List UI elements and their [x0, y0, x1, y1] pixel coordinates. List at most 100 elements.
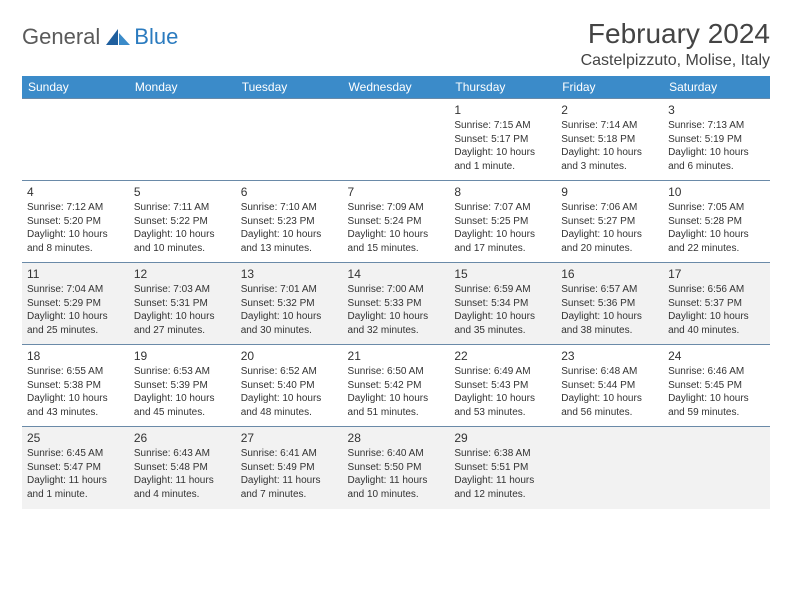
sunrise-line: Sunrise: 6:45 AM	[27, 447, 124, 461]
calendar-day-cell: 2Sunrise: 7:14 AMSunset: 5:18 PMDaylight…	[556, 99, 663, 181]
day-number: 7	[348, 184, 445, 200]
sunset-line: Sunset: 5:22 PM	[134, 215, 231, 229]
calendar-day-cell	[663, 427, 770, 509]
day-number: 20	[241, 348, 338, 364]
calendar-week-row: 11Sunrise: 7:04 AMSunset: 5:29 PMDayligh…	[22, 263, 770, 345]
day-number: 10	[668, 184, 765, 200]
sunset-line: Sunset: 5:37 PM	[668, 297, 765, 311]
sunrise-line: Sunrise: 6:40 AM	[348, 447, 445, 461]
sunset-line: Sunset: 5:36 PM	[561, 297, 658, 311]
sunrise-line: Sunrise: 7:09 AM	[348, 201, 445, 215]
day-number: 13	[241, 266, 338, 282]
calendar-day-cell: 11Sunrise: 7:04 AMSunset: 5:29 PMDayligh…	[22, 263, 129, 345]
sunrise-line: Sunrise: 6:49 AM	[454, 365, 551, 379]
calendar-day-cell: 21Sunrise: 6:50 AMSunset: 5:42 PMDayligh…	[343, 345, 450, 427]
calendar-day-cell: 12Sunrise: 7:03 AMSunset: 5:31 PMDayligh…	[129, 263, 236, 345]
calendar-day-cell: 14Sunrise: 7:00 AMSunset: 5:33 PMDayligh…	[343, 263, 450, 345]
calendar-day-cell: 13Sunrise: 7:01 AMSunset: 5:32 PMDayligh…	[236, 263, 343, 345]
day-number: 18	[27, 348, 124, 364]
sunset-line: Sunset: 5:18 PM	[561, 133, 658, 147]
sunset-line: Sunset: 5:40 PM	[241, 379, 338, 393]
sunrise-line: Sunrise: 7:04 AM	[27, 283, 124, 297]
sunset-line: Sunset: 5:43 PM	[454, 379, 551, 393]
sunrise-line: Sunrise: 6:56 AM	[668, 283, 765, 297]
weekday-header-row: Sunday Monday Tuesday Wednesday Thursday…	[22, 76, 770, 99]
day-number: 24	[668, 348, 765, 364]
weekday-header: Saturday	[663, 76, 770, 99]
sunset-line: Sunset: 5:24 PM	[348, 215, 445, 229]
sunset-line: Sunset: 5:19 PM	[668, 133, 765, 147]
daylight-line: Daylight: 10 hours and 35 minutes.	[454, 310, 551, 337]
calendar-day-cell: 18Sunrise: 6:55 AMSunset: 5:38 PMDayligh…	[22, 345, 129, 427]
daylight-line: Daylight: 10 hours and 43 minutes.	[27, 392, 124, 419]
day-number: 29	[454, 430, 551, 446]
sunset-line: Sunset: 5:25 PM	[454, 215, 551, 229]
daylight-line: Daylight: 10 hours and 3 minutes.	[561, 146, 658, 173]
day-number: 26	[134, 430, 231, 446]
sunset-line: Sunset: 5:31 PM	[134, 297, 231, 311]
calendar-day-cell: 1Sunrise: 7:15 AMSunset: 5:17 PMDaylight…	[449, 99, 556, 181]
sunset-line: Sunset: 5:34 PM	[454, 297, 551, 311]
sunset-line: Sunset: 5:29 PM	[27, 297, 124, 311]
calendar-day-cell: 16Sunrise: 6:57 AMSunset: 5:36 PMDayligh…	[556, 263, 663, 345]
day-number: 8	[454, 184, 551, 200]
sunset-line: Sunset: 5:47 PM	[27, 461, 124, 475]
sunrise-line: Sunrise: 6:55 AM	[27, 365, 124, 379]
day-number: 22	[454, 348, 551, 364]
daylight-line: Daylight: 10 hours and 30 minutes.	[241, 310, 338, 337]
daylight-line: Daylight: 10 hours and 6 minutes.	[668, 146, 765, 173]
sunset-line: Sunset: 5:49 PM	[241, 461, 338, 475]
daylight-line: Daylight: 10 hours and 40 minutes.	[668, 310, 765, 337]
sunrise-line: Sunrise: 7:06 AM	[561, 201, 658, 215]
calendar-day-cell: 25Sunrise: 6:45 AMSunset: 5:47 PMDayligh…	[22, 427, 129, 509]
calendar-week-row: 25Sunrise: 6:45 AMSunset: 5:47 PMDayligh…	[22, 427, 770, 509]
calendar-week-row: 4Sunrise: 7:12 AMSunset: 5:20 PMDaylight…	[22, 181, 770, 263]
sunset-line: Sunset: 5:39 PM	[134, 379, 231, 393]
calendar-day-cell: 6Sunrise: 7:10 AMSunset: 5:23 PMDaylight…	[236, 181, 343, 263]
day-number: 12	[134, 266, 231, 282]
sunset-line: Sunset: 5:38 PM	[27, 379, 124, 393]
sunset-line: Sunset: 5:44 PM	[561, 379, 658, 393]
day-number: 28	[348, 430, 445, 446]
sunrise-line: Sunrise: 7:15 AM	[454, 119, 551, 133]
daylight-line: Daylight: 10 hours and 10 minutes.	[134, 228, 231, 255]
sunset-line: Sunset: 5:42 PM	[348, 379, 445, 393]
sunset-line: Sunset: 5:28 PM	[668, 215, 765, 229]
calendar-day-cell: 24Sunrise: 6:46 AMSunset: 5:45 PMDayligh…	[663, 345, 770, 427]
day-number: 23	[561, 348, 658, 364]
weekday-header: Thursday	[449, 76, 556, 99]
calendar-day-cell: 26Sunrise: 6:43 AMSunset: 5:48 PMDayligh…	[129, 427, 236, 509]
weekday-header: Friday	[556, 76, 663, 99]
sunrise-line: Sunrise: 6:38 AM	[454, 447, 551, 461]
day-number: 21	[348, 348, 445, 364]
location: Castelpizzuto, Molise, Italy	[581, 52, 770, 70]
sunrise-line: Sunrise: 7:12 AM	[27, 201, 124, 215]
calendar-day-cell: 5Sunrise: 7:11 AMSunset: 5:22 PMDaylight…	[129, 181, 236, 263]
daylight-line: Daylight: 11 hours and 7 minutes.	[241, 474, 338, 501]
sunset-line: Sunset: 5:45 PM	[668, 379, 765, 393]
logo-text-blue: Blue	[134, 24, 178, 50]
day-number: 19	[134, 348, 231, 364]
sunset-line: Sunset: 5:20 PM	[27, 215, 124, 229]
sunset-line: Sunset: 5:48 PM	[134, 461, 231, 475]
daylight-line: Daylight: 10 hours and 27 minutes.	[134, 310, 231, 337]
day-number: 5	[134, 184, 231, 200]
header: General Blue February 2024 Castelpizzuto…	[22, 18, 770, 70]
sunrise-line: Sunrise: 7:13 AM	[668, 119, 765, 133]
day-number: 3	[668, 102, 765, 118]
calendar-day-cell: 3Sunrise: 7:13 AMSunset: 5:19 PMDaylight…	[663, 99, 770, 181]
calendar-week-row: 18Sunrise: 6:55 AMSunset: 5:38 PMDayligh…	[22, 345, 770, 427]
calendar-table: Sunday Monday Tuesday Wednesday Thursday…	[22, 76, 770, 509]
day-number: 17	[668, 266, 765, 282]
daylight-line: Daylight: 10 hours and 53 minutes.	[454, 392, 551, 419]
daylight-line: Daylight: 11 hours and 1 minute.	[27, 474, 124, 501]
sunset-line: Sunset: 5:27 PM	[561, 215, 658, 229]
day-number: 9	[561, 184, 658, 200]
day-number: 25	[27, 430, 124, 446]
daylight-line: Daylight: 10 hours and 59 minutes.	[668, 392, 765, 419]
weekday-header: Sunday	[22, 76, 129, 99]
calendar-day-cell: 29Sunrise: 6:38 AMSunset: 5:51 PMDayligh…	[449, 427, 556, 509]
weekday-header: Wednesday	[343, 76, 450, 99]
sunrise-line: Sunrise: 7:14 AM	[561, 119, 658, 133]
sunset-line: Sunset: 5:50 PM	[348, 461, 445, 475]
